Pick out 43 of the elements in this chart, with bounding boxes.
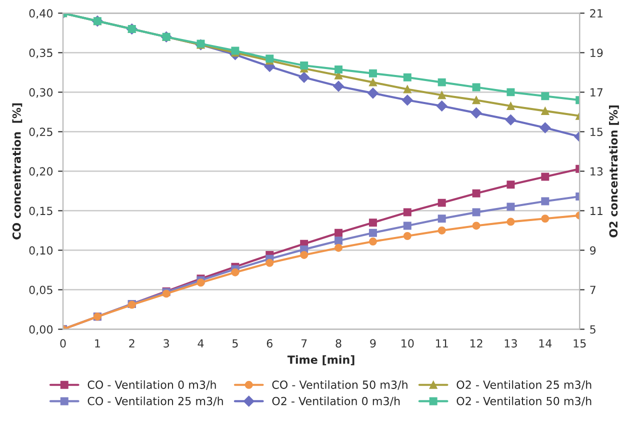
x-tick-label: 1 bbox=[95, 339, 100, 348]
legend-label: O2 - Ventilation 0 m3/h bbox=[272, 396, 400, 406]
y2-tick-label: 5 bbox=[590, 325, 596, 334]
y-tick-label: 0,10 bbox=[29, 246, 53, 256]
x-tick-label: 13 bbox=[504, 339, 517, 348]
y2-tick-label: 21 bbox=[590, 9, 602, 18]
x-tick-label: 11 bbox=[436, 339, 448, 348]
y-tick-label: 0,00 bbox=[29, 325, 53, 335]
legend-label: O2 - Ventilation 50 m3/h bbox=[456, 396, 592, 406]
x-tick-label: 2 bbox=[129, 339, 134, 348]
x-tick-label: 12 bbox=[470, 339, 482, 348]
x-tick-label: 8 bbox=[336, 339, 342, 348]
y2-tick-label: 11 bbox=[590, 206, 602, 215]
x-tick-label: 14 bbox=[539, 339, 552, 348]
x-tick-label: 10 bbox=[402, 339, 414, 348]
legend-label: CO - Ventilation 25 m3/h bbox=[88, 396, 223, 406]
y-tick-label: 0,35 bbox=[29, 48, 52, 58]
x-tick-label: 0 bbox=[60, 339, 66, 348]
y-tick-label: 0,15 bbox=[29, 206, 52, 216]
y-tick-label: 0,20 bbox=[29, 167, 53, 177]
y2-tick-label: 9 bbox=[590, 246, 596, 255]
legend-label: O2 - Ventilation 25 m3/h bbox=[456, 380, 592, 390]
legend-label: CO - Ventilation 0 m3/h bbox=[88, 380, 216, 390]
y2-tick-label: 19 bbox=[590, 48, 603, 58]
y-tick-label: 0,40 bbox=[29, 9, 53, 19]
x-axis-title: Time [min] bbox=[287, 355, 354, 366]
x-tick-label: 3 bbox=[164, 339, 169, 348]
legend-label: CO - Ventilation 50 m3/h bbox=[272, 380, 408, 390]
y-tick-label: 0,05 bbox=[29, 286, 52, 296]
x-tick-label: 4 bbox=[198, 339, 204, 348]
y-axis-title: CO concentration [%] bbox=[12, 103, 22, 240]
x-tick-label: 9 bbox=[370, 339, 376, 348]
y2-axis-title: O2 concentration [%] bbox=[609, 106, 619, 238]
y2-tick-label: 7 bbox=[590, 286, 596, 294]
y-tick-label: 0,25 bbox=[29, 128, 52, 138]
y-tick-label: 0,30 bbox=[29, 88, 53, 98]
y2-tick-label: 13 bbox=[590, 167, 603, 176]
y2-tick-label: 17 bbox=[590, 88, 603, 96]
y2-tick-label: 15 bbox=[590, 128, 602, 136]
x-tick-label: 5 bbox=[232, 339, 238, 348]
x-tick-label: 7 bbox=[301, 339, 307, 348]
x-tick-label: 6 bbox=[266, 339, 272, 348]
x-tick-label: 15 bbox=[574, 339, 586, 348]
